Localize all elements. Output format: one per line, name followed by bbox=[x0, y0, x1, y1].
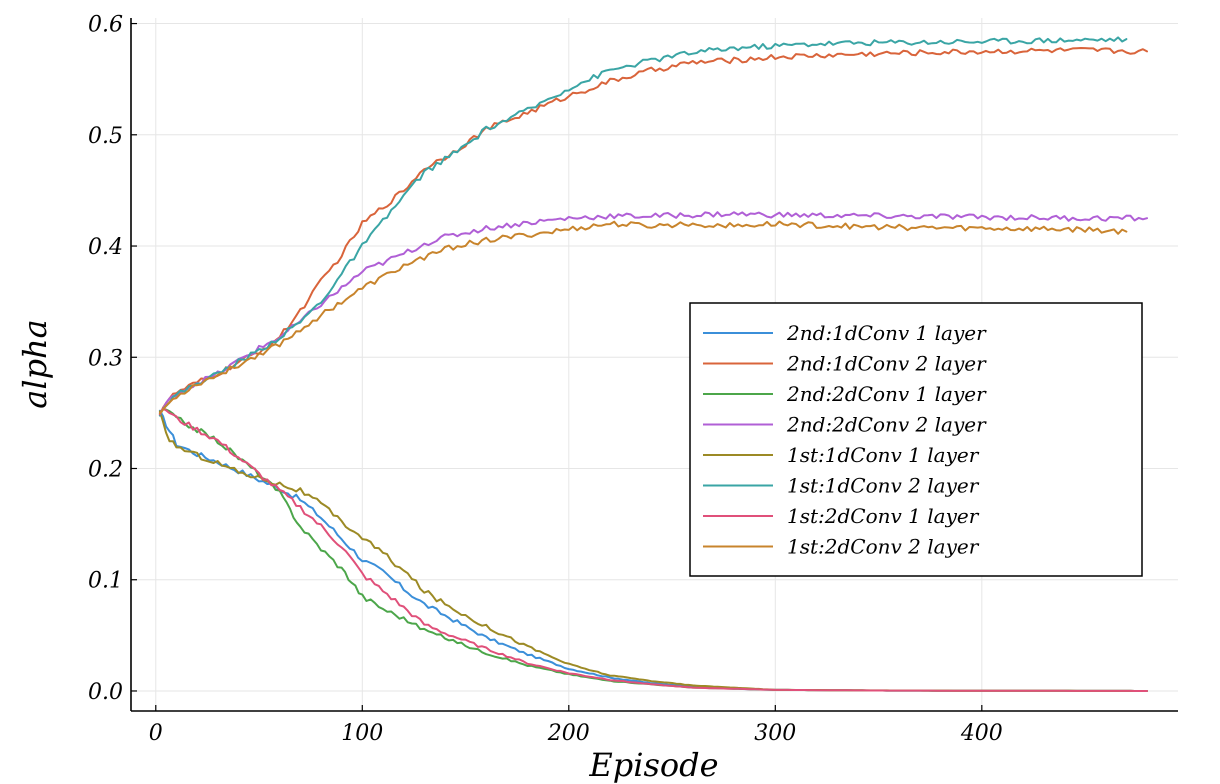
series-lines bbox=[158, 36, 1148, 692]
legend-label: 2nd:2dConv 1 layer bbox=[786, 382, 987, 406]
legend-label: 1st:2dConv 1 layer bbox=[787, 504, 980, 528]
y-tick-label: 0.0 bbox=[88, 680, 123, 705]
legend-label: 2nd:2dConv 2 layer bbox=[786, 413, 987, 437]
series-line bbox=[158, 407, 1148, 692]
x-tick-label: 100 bbox=[341, 721, 383, 746]
y-tick-label: 0.1 bbox=[88, 569, 123, 594]
legend-label: 2nd:1dConv 1 layer bbox=[786, 321, 987, 345]
legend-label: 1st:1dConv 1 layer bbox=[787, 443, 980, 467]
legend-items: 2nd:1dConv 1 layer 2nd:1dConv 2 layer 2nd:… bbox=[703, 321, 987, 559]
legend-box bbox=[689, 302, 1143, 577]
x-tick-label: 400 bbox=[960, 721, 1003, 746]
legend: 2nd:1dConv 1 layer 2nd:1dConv 2 layer 2nd:… bbox=[689, 302, 1143, 577]
series-line bbox=[158, 36, 1128, 417]
axes bbox=[130, 18, 1178, 712]
legend-label: 1st:1dConv 2 layer bbox=[787, 474, 980, 498]
y-tick-label: 0.3 bbox=[88, 346, 123, 371]
x-tick-label: 0 bbox=[149, 721, 163, 746]
ticks: 0 100 200 300 400 0.0 0.1 0.2 0.3 0.4 0.5 0.6 bbox=[88, 13, 1003, 746]
x-tick-label: 300 bbox=[754, 721, 796, 746]
series-line bbox=[158, 220, 1128, 415]
y-tick-label: 0.2 bbox=[88, 458, 123, 483]
y-tick-label: 0.5 bbox=[88, 124, 123, 149]
y-tick-label: 0.6 bbox=[88, 13, 123, 38]
series-line bbox=[158, 47, 1148, 416]
legend-label: 1st:2dConv 2 layer bbox=[787, 535, 980, 559]
y-tick-label: 0.4 bbox=[88, 235, 123, 260]
x-axis-title: Episode bbox=[588, 746, 718, 784]
x-tick-label: 200 bbox=[547, 721, 590, 746]
series-line bbox=[158, 211, 1148, 414]
y-axis-title: alpha bbox=[16, 319, 54, 408]
legend-label: 2nd:1dConv 2 layer bbox=[786, 352, 987, 376]
